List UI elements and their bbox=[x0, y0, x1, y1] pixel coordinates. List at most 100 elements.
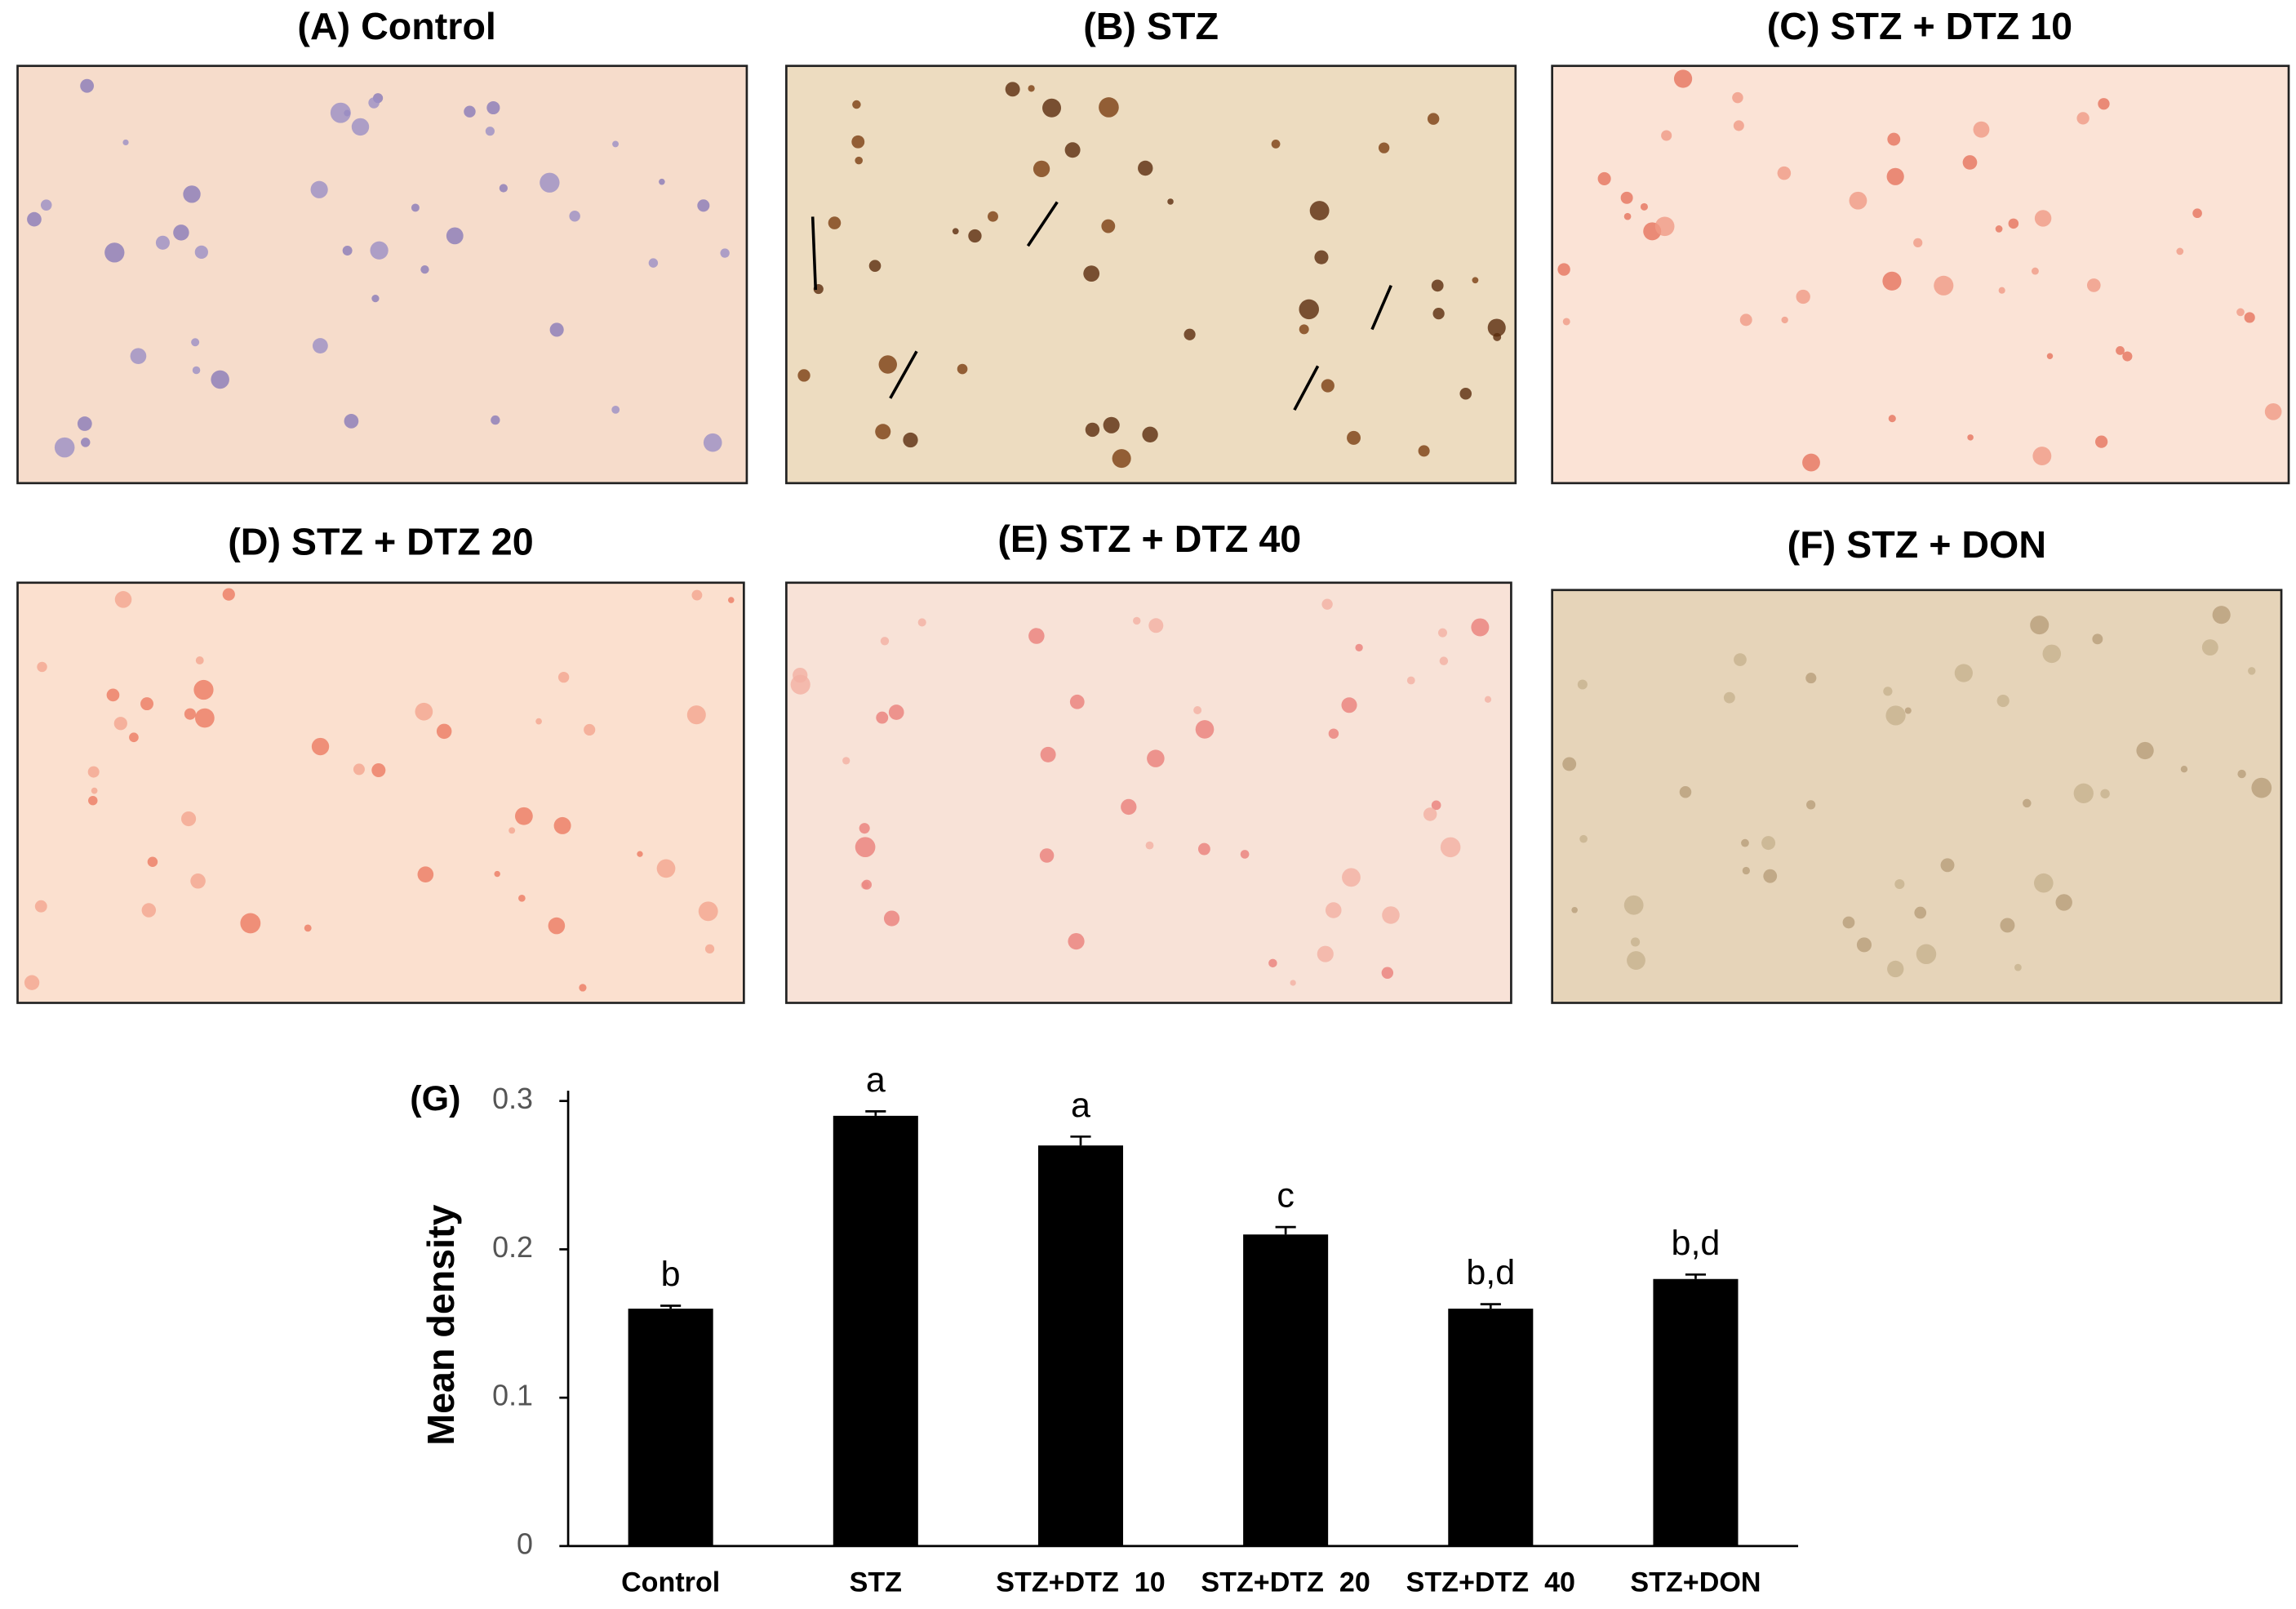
cell bbox=[518, 895, 526, 902]
cell bbox=[1005, 82, 1020, 97]
cell bbox=[415, 702, 433, 721]
cell bbox=[114, 591, 132, 608]
cell bbox=[988, 211, 998, 222]
cell bbox=[1193, 706, 1202, 714]
y-tick-label: 0 bbox=[517, 1527, 533, 1560]
cell bbox=[1028, 85, 1035, 92]
cell bbox=[2086, 278, 2101, 292]
cell bbox=[193, 679, 214, 700]
cell bbox=[91, 787, 98, 794]
cell bbox=[727, 597, 735, 603]
cell bbox=[37, 661, 47, 673]
cell bbox=[1934, 275, 1954, 296]
panel-title: (F) STZ + DON bbox=[1788, 523, 2046, 566]
cell bbox=[1064, 142, 1081, 158]
cell bbox=[1856, 937, 1872, 953]
cell bbox=[122, 139, 129, 146]
x-tick-label: STZ+DTZ 40 bbox=[1406, 1567, 1575, 1598]
cell bbox=[2023, 798, 2032, 808]
cell bbox=[1888, 415, 1896, 423]
cell bbox=[1147, 749, 1165, 767]
bar bbox=[628, 1309, 713, 1546]
cell bbox=[1913, 238, 1923, 247]
cell bbox=[569, 210, 580, 222]
cell bbox=[1577, 679, 1588, 690]
cell bbox=[686, 705, 706, 725]
cell bbox=[1068, 933, 1085, 950]
cell bbox=[1184, 328, 1196, 340]
cell bbox=[2032, 267, 2039, 275]
cell bbox=[1472, 277, 1479, 284]
cell bbox=[1299, 324, 1309, 335]
cell bbox=[1197, 842, 1210, 856]
arrow bbox=[1026, 201, 1059, 247]
cell bbox=[957, 363, 968, 375]
significance-letter: b,d bbox=[1672, 1224, 1721, 1263]
cell bbox=[720, 248, 730, 258]
cell bbox=[2076, 112, 2089, 125]
cell bbox=[612, 140, 619, 148]
cell bbox=[1471, 618, 1490, 637]
cell bbox=[1954, 664, 1973, 682]
panel-title: (B) STZ bbox=[1083, 5, 1219, 47]
cell bbox=[195, 656, 204, 664]
cell bbox=[192, 366, 201, 375]
cell bbox=[1167, 198, 1174, 205]
bar bbox=[1243, 1234, 1329, 1546]
cell bbox=[1484, 696, 1492, 703]
cell bbox=[611, 405, 620, 414]
cell bbox=[1382, 906, 1400, 924]
cell bbox=[312, 338, 328, 353]
cell bbox=[1271, 140, 1281, 149]
cell bbox=[851, 135, 865, 149]
x-tick-label: STZ+DTZ 10 bbox=[996, 1567, 1165, 1598]
cell bbox=[1627, 951, 1645, 970]
cell bbox=[579, 984, 587, 992]
cell bbox=[80, 78, 95, 93]
cell bbox=[1069, 694, 1085, 709]
cell bbox=[371, 294, 380, 303]
cell bbox=[2073, 783, 2094, 803]
cell bbox=[1579, 834, 1588, 843]
cell bbox=[1805, 673, 1817, 684]
cell bbox=[1739, 313, 1752, 327]
significance-letter: c bbox=[1277, 1176, 1295, 1216]
cell bbox=[852, 100, 861, 109]
cell bbox=[549, 322, 564, 337]
cell bbox=[1290, 980, 1296, 986]
cell bbox=[1673, 69, 1693, 88]
cell bbox=[420, 264, 429, 274]
cell bbox=[1342, 868, 1361, 887]
cell bbox=[1562, 757, 1577, 771]
cell bbox=[797, 369, 810, 382]
cell bbox=[147, 856, 158, 867]
cell bbox=[1571, 906, 1578, 913]
micrograph-panels: (A) Control (B) STZ (C) STZ + DTZ 10 (D)… bbox=[16, 5, 2290, 1004]
cell bbox=[417, 866, 434, 883]
cell bbox=[691, 589, 703, 601]
error-bar bbox=[1480, 1303, 1501, 1309]
cell bbox=[2248, 667, 2256, 675]
cell bbox=[40, 199, 52, 211]
cell bbox=[1562, 318, 1570, 326]
cell bbox=[1378, 142, 1390, 153]
micrograph bbox=[785, 581, 1512, 1004]
x-tick-label: Control bbox=[621, 1567, 720, 1598]
cell bbox=[1916, 944, 1937, 965]
cell bbox=[87, 766, 100, 778]
significance-letter: b bbox=[661, 1255, 681, 1294]
cell bbox=[1885, 705, 1906, 726]
cell bbox=[1623, 212, 1632, 220]
cell bbox=[1341, 697, 1357, 713]
cell bbox=[1355, 643, 1363, 652]
cell bbox=[1654, 216, 1675, 237]
cell bbox=[1418, 445, 1430, 457]
cell bbox=[1761, 836, 1776, 851]
cell bbox=[535, 718, 542, 725]
cell bbox=[548, 917, 566, 935]
cell bbox=[697, 199, 710, 212]
cell bbox=[704, 944, 715, 954]
cell bbox=[491, 415, 500, 425]
cell bbox=[1101, 219, 1116, 233]
cell bbox=[790, 674, 810, 695]
